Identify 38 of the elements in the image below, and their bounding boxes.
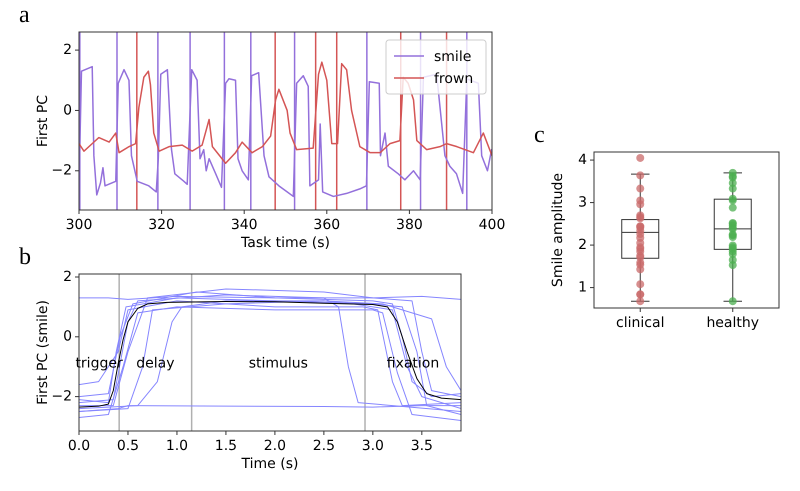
y-tick-label: 4 xyxy=(578,152,588,168)
x-tick-label: 380 xyxy=(396,217,423,233)
annotation: stimulus xyxy=(248,355,308,372)
x-tick-label: 340 xyxy=(230,217,258,233)
x-axis-title: Time (s) xyxy=(240,456,298,472)
x-tick-label: 1.5 xyxy=(214,438,238,454)
y-tick-label: 0 xyxy=(63,102,72,118)
y-tick-label: −2 xyxy=(51,388,72,404)
chart-title: b xyxy=(19,244,31,270)
x-tick-label: 360 xyxy=(313,217,340,233)
x-tick-label: 2.5 xyxy=(312,438,336,454)
y-tick-label: 2 xyxy=(63,268,72,285)
x-tick-label: clinical xyxy=(616,315,664,331)
x-tick-label: 300 xyxy=(66,217,92,233)
y-tick-label: 3 xyxy=(578,194,587,210)
y-tick-label: −2 xyxy=(51,162,72,179)
y-tick-label: 0 xyxy=(63,328,72,345)
x-tick-label: 0.0 xyxy=(68,438,90,454)
x-tick-label: healthy xyxy=(706,315,760,331)
x-axis-title: Task time (s) xyxy=(240,235,330,251)
y-axis-title: Smile amplitude xyxy=(550,172,566,288)
x-tick-label: 1.0 xyxy=(166,438,188,454)
x-tick-label: 400 xyxy=(478,217,506,233)
x-tick-label: 3.5 xyxy=(410,438,433,454)
y-axis-title: First PC xyxy=(35,94,51,148)
x-tick-label: 3.0 xyxy=(362,438,384,454)
y-axis-title: First PC (smile) xyxy=(35,300,51,405)
x-tick-label: 320 xyxy=(148,217,175,233)
x-tick-label: 0.5 xyxy=(116,438,140,454)
annotation: delay xyxy=(136,355,175,372)
legend-label: smile xyxy=(434,49,472,65)
chart-title: c xyxy=(534,122,545,148)
legend-label: frown xyxy=(434,71,474,87)
y-tick-label: 2 xyxy=(578,236,587,253)
y-tick-label: 1 xyxy=(578,279,587,296)
x-tick-label: 2.0 xyxy=(264,438,286,454)
y-tick-label: 2 xyxy=(63,42,72,58)
chart-title: a xyxy=(19,2,30,28)
